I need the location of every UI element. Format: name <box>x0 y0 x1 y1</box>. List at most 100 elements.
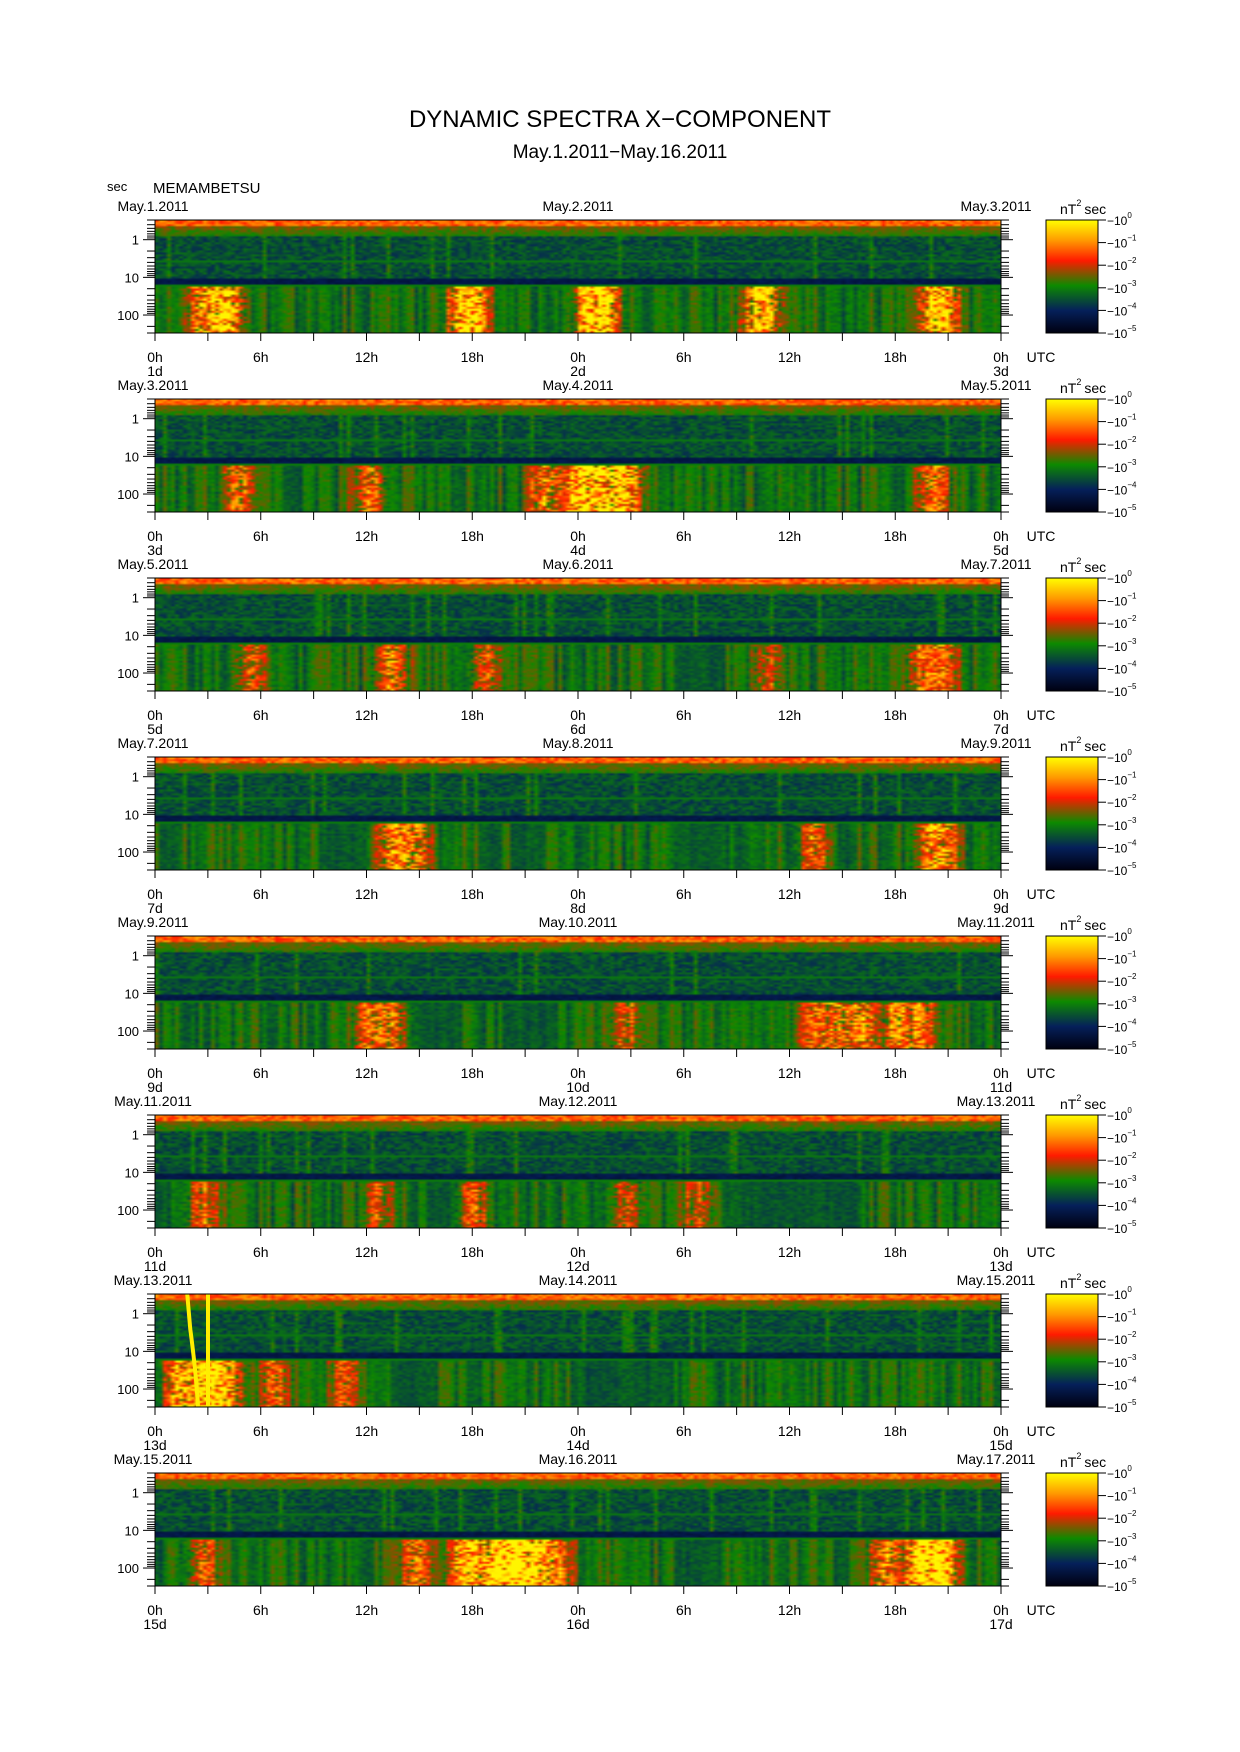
colorbar-tick-exp: −1 <box>1127 1487 1137 1496</box>
x-tick-label: 0h <box>993 886 1009 902</box>
day-label: 6d <box>570 721 586 737</box>
colorbar-tick-label: −10−4 <box>1107 659 1137 676</box>
colorbar-tick-exp: −2 <box>1127 793 1137 802</box>
colorbar-tick-base: −10 <box>1107 841 1128 855</box>
colorbar-tick-base: −10 <box>1107 214 1128 228</box>
day-label: 8d <box>570 900 586 916</box>
figure-subtitle: May.1.2011−May.16.2011 <box>513 142 728 163</box>
panel-mid-date: May.10.2011 <box>539 914 618 930</box>
colorbar-tick-exp: −1 <box>1127 1129 1137 1138</box>
y-tick-label: 1 <box>132 770 139 785</box>
colorbar-tick-label: −100 <box>1107 1106 1132 1123</box>
panel-start-date: May.7.2011 <box>117 735 188 751</box>
x-tick-label: 18h <box>461 886 484 902</box>
day-label: 10d <box>566 1079 589 1095</box>
colorbar-tick-exp: −4 <box>1127 1196 1137 1205</box>
colorbar-tick-label: −10−3 <box>1107 1532 1137 1549</box>
x-tick-label: 6h <box>676 528 692 544</box>
colorbar-tick-label: −10−3 <box>1107 458 1137 475</box>
colorbar-tick-base: −10 <box>1107 237 1128 251</box>
x-tick-label: 18h <box>461 349 484 365</box>
y-tick-label: 100 <box>117 487 139 502</box>
y-tick-label: 10 <box>125 449 139 464</box>
x-tick-label: 18h <box>461 707 484 723</box>
colorbar-unit: nT2 sec <box>1060 1093 1106 1112</box>
utc-label: UTC <box>1027 1065 1056 1081</box>
day-label: 12d <box>566 1258 589 1274</box>
day-label: 2d <box>570 363 586 379</box>
colorbar-tick-label: −10−1 <box>1107 592 1137 609</box>
x-tick-label: 18h <box>461 1244 484 1260</box>
colorbar-unit-tail: sec <box>1084 1454 1106 1470</box>
colorbar-tick-base: −10 <box>1107 751 1128 765</box>
colorbar-tick-label: −10−2 <box>1107 1330 1137 1347</box>
colorbar-tick-base: −10 <box>1107 595 1128 609</box>
colorbar-tick-label: −100 <box>1107 1464 1132 1481</box>
panel-end-date: May.9.2011 <box>960 735 1031 751</box>
y-tick-label: 10 <box>125 1344 139 1359</box>
colorbar <box>1045 1472 1099 1587</box>
colorbar-tick-exp: 0 <box>1127 390 1132 399</box>
panel-end-date: May.11.2011 <box>957 914 1035 930</box>
panel-end-date: May.3.2011 <box>960 198 1031 214</box>
colorbar-tick-base: −10 <box>1107 416 1128 430</box>
spectrogram-image <box>155 1473 1001 1586</box>
x-tick-label: 0h <box>993 1244 1009 1260</box>
day-label: 1d <box>147 363 163 379</box>
colorbar-tick-label: −10−1 <box>1107 413 1137 430</box>
x-tick-label: 0h <box>570 1602 586 1618</box>
colorbar-tick-label: −10−2 <box>1107 1151 1137 1168</box>
colorbar-tick-exp: −1 <box>1127 950 1137 959</box>
colorbar-tick-base: −10 <box>1107 572 1128 586</box>
x-tick-label: 18h <box>884 1423 907 1439</box>
colorbar-tick-label: −10−3 <box>1107 1174 1137 1191</box>
colorbar-tick-label: −10−4 <box>1107 1017 1137 1034</box>
day-label: 14d <box>566 1437 589 1453</box>
x-tick-label: 0h <box>147 349 163 365</box>
colorbar-tick-exp: 0 <box>1127 927 1132 936</box>
colorbar-tick-exp: 0 <box>1127 748 1132 757</box>
y-tick-label: 100 <box>117 845 139 860</box>
x-tick-label: 6h <box>253 707 269 723</box>
y-tick-label: 1 <box>132 949 139 964</box>
colorbar-tick-base: −10 <box>1107 506 1128 520</box>
colorbar-unit-tail: sec <box>1084 559 1106 575</box>
colorbar-tick-exp: −4 <box>1127 301 1137 310</box>
x-tick-label: 12h <box>778 528 801 544</box>
panel-start-date: May.13.2011 <box>114 1272 193 1288</box>
colorbar-tick-label: −10−4 <box>1107 1554 1137 1571</box>
colorbar-tick-exp: −5 <box>1127 324 1137 333</box>
colorbar-unit: nT2 sec <box>1060 735 1106 754</box>
utc-label: UTC <box>1027 349 1056 365</box>
spectrogram-image <box>155 578 1001 691</box>
colorbar-tick-label: −100 <box>1107 569 1132 586</box>
y-tick-label: 10 <box>125 1165 139 1180</box>
x-tick-label: 18h <box>884 528 907 544</box>
colorbar-tick-exp: −2 <box>1127 1509 1137 1518</box>
x-tick-label: 0h <box>570 1423 586 1439</box>
colorbar-tick-label: −100 <box>1107 1285 1132 1302</box>
x-tick-label: 0h <box>570 528 586 544</box>
colorbar <box>1045 756 1099 871</box>
colorbar-tick-exp: 0 <box>1127 1106 1132 1115</box>
colorbar-tick-exp: −3 <box>1127 816 1137 825</box>
x-tick-label: 18h <box>884 707 907 723</box>
panel-mid-date: May.12.2011 <box>539 1093 618 1109</box>
colorbar-tick-exp: −5 <box>1127 682 1137 691</box>
day-label: 15d <box>989 1437 1012 1453</box>
colorbar-tick-exp: −5 <box>1127 1219 1137 1228</box>
x-tick-label: 0h <box>147 886 163 902</box>
panel-start-date: May.5.2011 <box>117 556 188 572</box>
colorbar-unit-base: nT <box>1060 917 1077 933</box>
day-label: 4d <box>570 542 586 558</box>
y-unit-label: sec <box>107 179 128 194</box>
x-tick-label: 12h <box>778 1602 801 1618</box>
x-tick-label: 0h <box>570 1244 586 1260</box>
day-label: 7d <box>993 721 1009 737</box>
colorbar-tick-base: −10 <box>1107 1288 1128 1302</box>
day-label: 7d <box>147 900 163 916</box>
x-tick-label: 0h <box>570 349 586 365</box>
colorbar-unit-exp: 2 <box>1076 377 1081 387</box>
colorbar-tick-base: −10 <box>1107 1311 1128 1325</box>
